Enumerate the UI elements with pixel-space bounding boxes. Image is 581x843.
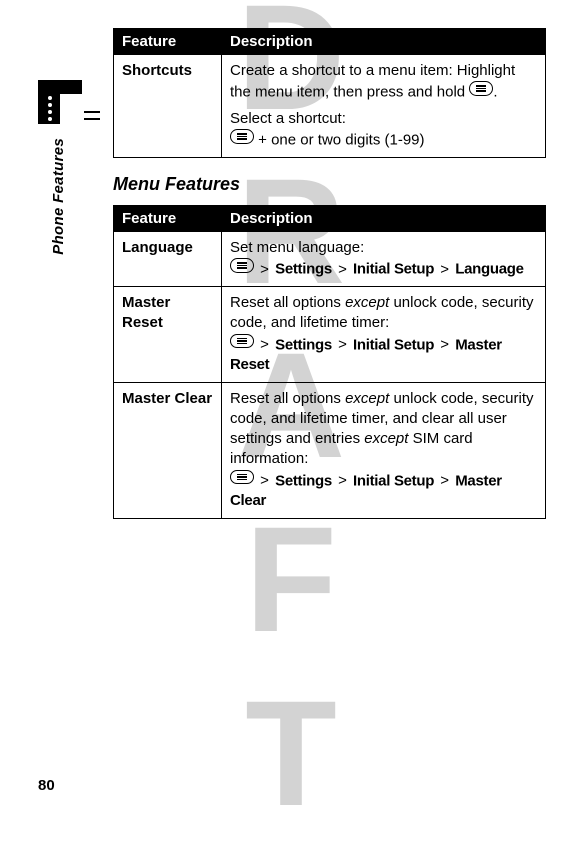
breadcrumb-item: Initial Setup	[353, 472, 434, 489]
table-row: Shortcuts Create a shortcut to a menu it…	[114, 55, 546, 158]
col-feature: Feature	[114, 29, 222, 55]
side-column: Phone Features	[38, 80, 98, 255]
section-heading: Menu Features	[113, 174, 546, 195]
menu-key-icon	[230, 470, 254, 485]
breadcrumb-sep: >	[338, 472, 347, 489]
menu-key-icon	[230, 258, 254, 273]
feature-cell: Shortcuts	[114, 55, 222, 158]
text: Reset all options	[230, 390, 345, 407]
breadcrumb-item: Language	[455, 261, 523, 278]
text: Reset all options	[230, 294, 345, 311]
breadcrumb-sep: >	[260, 472, 269, 489]
text-italic: except	[364, 430, 408, 447]
menu-key-icon	[469, 81, 493, 96]
breadcrumb-item: Settings	[275, 261, 332, 278]
text-italic: except	[345, 390, 389, 407]
breadcrumb-item: Settings	[275, 336, 332, 353]
description-cell: Set menu language: > Settings > Initial …	[222, 232, 546, 287]
menu-features-table: Feature Description Language Set menu la…	[113, 205, 546, 519]
table-row: Master Clear Reset all options except un…	[114, 382, 546, 518]
description-cell: Create a shortcut to a menu item: Highli…	[222, 55, 546, 158]
description-cell: Reset all options except unlock code, se…	[222, 287, 546, 383]
text: .	[493, 84, 497, 101]
feature-cell: Language	[114, 232, 222, 287]
col-description: Description	[222, 206, 546, 232]
side-section-label: Phone Features	[50, 138, 67, 255]
breadcrumb-item: Initial Setup	[353, 261, 434, 278]
breadcrumb-item: Settings	[275, 472, 332, 489]
breadcrumb-sep: >	[260, 336, 269, 353]
breadcrumb-sep: >	[260, 261, 269, 278]
main-content: Feature Description Shortcuts Create a s…	[113, 28, 546, 519]
breadcrumb-sep: >	[440, 472, 449, 489]
text: Select a shortcut:	[230, 110, 346, 127]
menu-list-icon	[38, 80, 82, 124]
breadcrumb-sep: >	[338, 336, 347, 353]
text: + one or two digits (1-99)	[254, 132, 425, 149]
col-description: Description	[222, 29, 546, 55]
feature-cell: Master Clear	[114, 382, 222, 518]
menu-key-icon	[230, 129, 254, 144]
breadcrumb-sep: >	[440, 336, 449, 353]
breadcrumb-item: Initial Setup	[353, 336, 434, 353]
shortcuts-table: Feature Description Shortcuts Create a s…	[113, 28, 546, 158]
text: Set menu language:	[230, 239, 364, 256]
feature-cell: Master Reset	[114, 287, 222, 383]
col-feature: Feature	[114, 206, 222, 232]
text-italic: except	[345, 294, 389, 311]
breadcrumb-sep: >	[440, 261, 449, 278]
menu-key-icon	[230, 334, 254, 349]
table-row: Language Set menu language: > Settings >…	[114, 232, 546, 287]
breadcrumb-sep: >	[338, 261, 347, 278]
table-header-row: Feature Description	[114, 206, 546, 232]
description-cell: Reset all options except unlock code, se…	[222, 382, 546, 518]
table-row: Master Reset Reset all options except un…	[114, 287, 546, 383]
page: Phone Features Feature Description Short…	[0, 0, 581, 816]
table-header-row: Feature Description	[114, 29, 546, 55]
page-number: 80	[38, 777, 55, 794]
